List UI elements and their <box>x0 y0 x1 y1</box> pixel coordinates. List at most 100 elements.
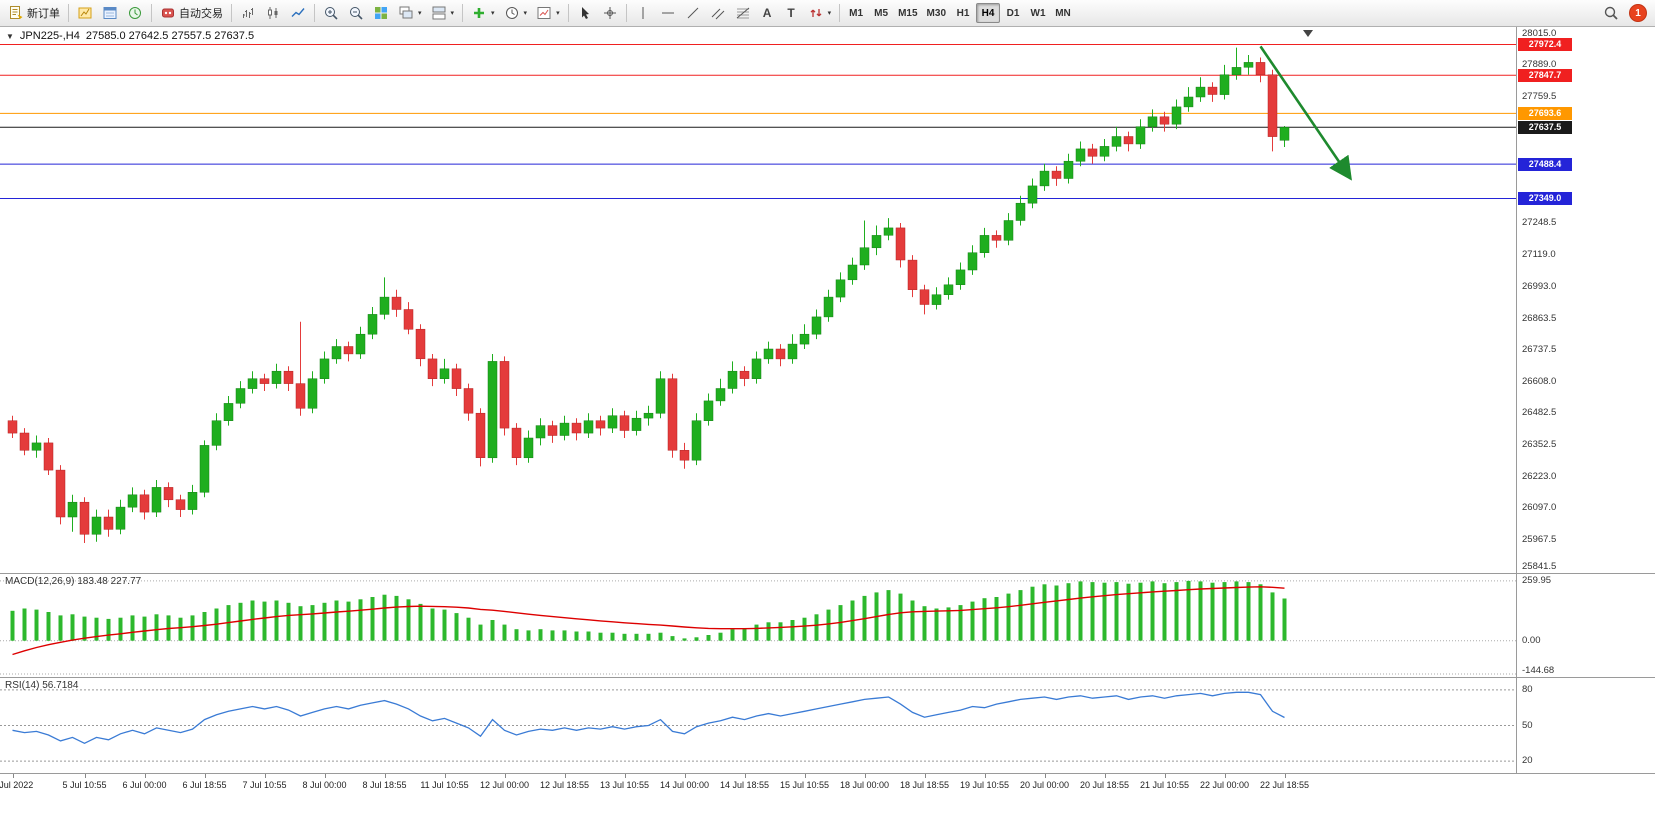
candle-body <box>847 264 858 281</box>
macd-histogram-bar <box>418 603 423 641</box>
new-order-icon <box>10 6 23 19</box>
zoom-in-icon <box>325 7 338 20</box>
periods-button[interactable]: ▾ <box>500 2 532 24</box>
price-chart-canvas[interactable] <box>0 27 1516 573</box>
tile-windows-button[interactable] <box>369 2 393 24</box>
channel-button[interactable] <box>706 2 730 24</box>
candle-body <box>415 328 426 360</box>
search-button[interactable] <box>1599 2 1623 24</box>
zoom-in-button[interactable] <box>319 2 343 24</box>
auto-trading-button[interactable]: 自动交易 <box>156 2 227 24</box>
macd-histogram-bar <box>1078 581 1083 641</box>
candle-body <box>1183 96 1194 108</box>
candle-body <box>223 403 234 421</box>
macd-histogram-bar <box>706 635 711 641</box>
notification-badge[interactable]: 1 <box>1629 4 1647 22</box>
candle-body <box>1051 170 1062 179</box>
candle-body <box>823 296 834 318</box>
timeframe-group: M1 M5 M15 M30 H1 H4 D1 W1 MN <box>844 3 1075 23</box>
caret-down-icon: ▾ <box>450 10 455 17</box>
fibonacci-button[interactable] <box>731 2 755 24</box>
time-axis-label: 20 Jul 18:55 <box>1079 780 1130 790</box>
trendline-button[interactable] <box>681 2 705 24</box>
timeframe-M30[interactable]: M30 <box>923 3 950 23</box>
candlestick-chart-button[interactable] <box>261 2 285 24</box>
timeframe-MN[interactable]: MN <box>1051 3 1075 23</box>
macd-histogram-bar <box>958 605 963 641</box>
text-tool-button[interactable]: A <box>756 2 779 24</box>
timeframe-M1[interactable]: M1 <box>844 3 868 23</box>
candle-body <box>907 259 918 290</box>
candle-body <box>19 432 30 451</box>
price-axis-label: 26608.0 <box>1522 375 1557 387</box>
arrange-windows-button[interactable]: ▾ <box>427 2 459 24</box>
rsi-axis-label: 50 <box>1522 719 1533 731</box>
candle-body <box>1255 62 1266 76</box>
indicators-button[interactable]: ▾ <box>467 2 499 24</box>
price-chart-panel: ▼ JPN225-,H4 27585.0 27642.5 27557.5 276… <box>0 27 1655 573</box>
candle-body <box>883 227 894 236</box>
zoom-out-button[interactable] <box>344 2 368 24</box>
macd-histogram-bar <box>718 632 723 641</box>
navigator-button[interactable] <box>123 2 147 24</box>
time-axis-label: 1 Jul 2022 <box>0 780 34 790</box>
level-price-tag: 27693.6 <box>1518 106 1572 120</box>
periods-icon <box>505 7 518 19</box>
panel-separator[interactable] <box>0 677 1655 678</box>
candle-body <box>151 487 162 513</box>
vertical-line-button[interactable] <box>631 2 655 24</box>
axis-border <box>1516 678 1517 773</box>
timeframe-M5[interactable]: M5 <box>869 3 893 23</box>
macd-histogram-bar <box>1126 583 1131 641</box>
new-order-button[interactable]: 新订单 <box>4 2 64 24</box>
chart-title: ▼ JPN225-,H4 27585.0 27642.5 27557.5 276… <box>6 30 254 42</box>
time-tick <box>924 774 926 778</box>
level-price-tag: 27488.4 <box>1518 157 1572 171</box>
horizontal-line-button[interactable] <box>656 2 680 24</box>
candle-body <box>955 269 966 285</box>
candle-body <box>331 346 342 360</box>
crosshair-button[interactable] <box>598 2 622 24</box>
symbol-dropdown-icon[interactable]: ▼ <box>6 31 14 41</box>
time-tick <box>144 774 146 778</box>
macd-histogram-bar <box>1210 582 1215 641</box>
macd-histogram-bar <box>1222 582 1227 641</box>
timeframe-H1[interactable]: H1 <box>951 3 975 23</box>
macd-histogram-bar <box>1006 593 1011 641</box>
macd-axis-label: -144.68 <box>1522 665 1555 676</box>
timeframe-H4[interactable]: H4 <box>976 3 1000 23</box>
time-axis-label: 21 Jul 10:55 <box>1139 780 1190 790</box>
arrows-tool-button[interactable]: ▾ <box>804 2 836 24</box>
panel-separator[interactable] <box>0 573 1655 574</box>
templates-button[interactable]: ▾ <box>532 2 564 24</box>
candle-body <box>271 370 282 384</box>
macd-histogram-bar <box>514 629 519 641</box>
cursor-button[interactable] <box>573 2 597 24</box>
chart-profile-button[interactable] <box>73 2 97 24</box>
label-tool-button[interactable]: T <box>780 2 803 24</box>
timeframe-W1[interactable]: W1 <box>1026 3 1050 23</box>
cascade-windows-button[interactable]: ▾ <box>394 2 426 24</box>
macd-canvas[interactable] <box>0 574 1516 677</box>
macd-histogram-bar <box>94 617 99 641</box>
candle-body <box>871 235 882 249</box>
time-axis-label: 22 Jul 18:55 <box>1259 780 1310 790</box>
timeframe-D1[interactable]: D1 <box>1001 3 1025 23</box>
macd-panel: MACD(12,26,9) 183.48 227.77 259.95 0.00 -1… <box>0 574 1655 677</box>
market-watch-button[interactable] <box>98 2 122 24</box>
line-chart-button[interactable] <box>286 2 310 24</box>
macd-histogram-bar <box>46 612 51 641</box>
axis-border <box>1516 27 1517 573</box>
macd-histogram-bar <box>178 617 183 641</box>
rsi-canvas[interactable] <box>0 678 1516 773</box>
timeframe-M15[interactable]: M15 <box>894 3 921 23</box>
bar-chart-button[interactable] <box>236 2 260 24</box>
time-axis[interactable]: 1 Jul 2022 5 Jul 10:55 6 Jul 00:00 6 Jul 18… <box>0 774 1655 796</box>
macd-histogram-bar <box>238 602 243 641</box>
candle-body <box>967 252 978 271</box>
candle-body <box>751 358 762 379</box>
panel-separator[interactable] <box>0 773 1655 774</box>
macd-histogram-bar <box>682 638 687 641</box>
macd-histogram-bar <box>478 624 483 641</box>
time-axis-label: 8 Jul 00:00 <box>302 780 347 790</box>
